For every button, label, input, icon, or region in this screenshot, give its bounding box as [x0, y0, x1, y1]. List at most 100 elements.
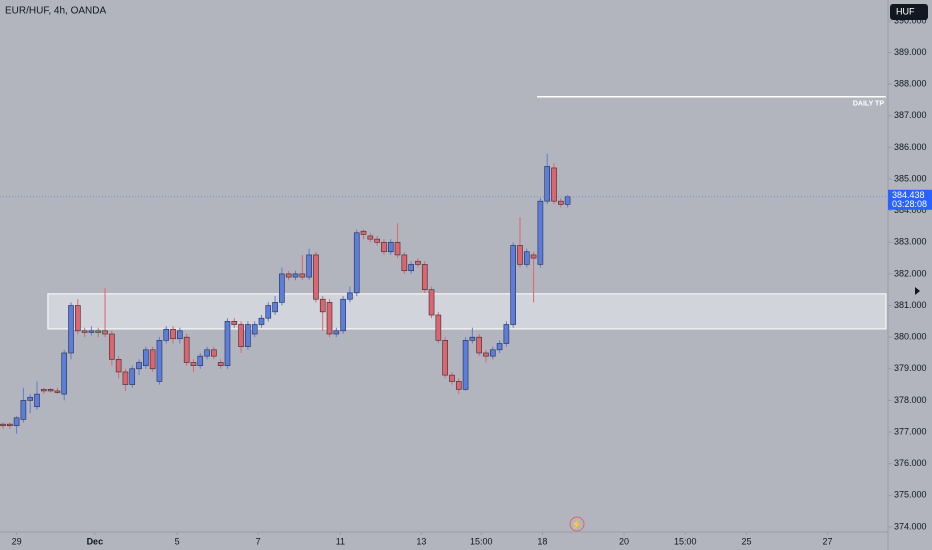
candle-body — [374, 238, 380, 243]
y-tick-label: 390.000 — [894, 15, 927, 25]
candle-body — [170, 328, 176, 340]
candle-body — [109, 333, 115, 360]
candle-body — [517, 245, 523, 265]
y-tick-label: 382.000 — [894, 268, 927, 278]
candle-body — [387, 241, 394, 253]
candle-body — [306, 254, 312, 278]
candle-body — [95, 330, 102, 333]
price-axis — [888, 0, 932, 550]
events-icon-glyph[interactable]: ⚡ — [571, 518, 582, 530]
candle-body — [61, 352, 68, 395]
candle-body — [435, 314, 442, 341]
currency-button[interactable] — [890, 4, 928, 20]
candle-body — [211, 349, 217, 357]
candle-body — [177, 330, 183, 340]
y-tick-label: 384.000 — [894, 205, 927, 215]
scroll-arrow[interactable] — [915, 287, 920, 295]
x-tick-label: 15:00 — [674, 536, 697, 546]
candle-body — [285, 273, 292, 278]
candle-body — [197, 355, 204, 366]
candle-body — [551, 167, 557, 202]
candle-body — [564, 196, 571, 205]
candle-body — [224, 321, 231, 366]
candle-body — [115, 359, 122, 373]
candle-body — [204, 349, 210, 357]
candle-body — [245, 324, 251, 347]
candle-body — [47, 389, 54, 392]
candle-body — [442, 340, 448, 376]
candle-body — [183, 336, 190, 363]
events-icon[interactable] — [569, 516, 585, 532]
candle-body — [75, 305, 81, 332]
candle-body — [143, 349, 149, 366]
candle-body — [156, 340, 163, 382]
x-tick-label: 20 — [619, 536, 629, 546]
x-tick-label: 15:00 — [470, 536, 493, 546]
candle-body — [557, 200, 564, 205]
candle-body — [279, 273, 285, 303]
tp-label: DAILY TP — [853, 101, 884, 108]
candle-body — [6, 423, 13, 427]
x-tick-label: 18 — [537, 536, 547, 546]
y-tick-label: 386.000 — [894, 142, 927, 152]
candle-body — [408, 264, 414, 272]
candle-body — [401, 254, 408, 272]
last-price-box — [888, 189, 932, 210]
candle-body — [217, 362, 224, 366]
y-tick-label: 377.000 — [894, 426, 927, 436]
x-tick-label: 25 — [741, 536, 751, 546]
candle-body — [360, 230, 367, 235]
y-tick-label: 376.000 — [894, 458, 927, 468]
candle-body — [265, 305, 272, 319]
candle-body — [340, 298, 346, 332]
candle-body — [462, 340, 469, 390]
candle-body — [381, 241, 387, 253]
candle-body — [190, 362, 197, 366]
candle-body — [415, 260, 421, 265]
candle-body — [523, 251, 530, 265]
candle-body — [20, 400, 27, 420]
candle-body — [394, 241, 401, 256]
candle-body — [27, 396, 34, 401]
candle-body — [449, 374, 455, 382]
candle-body — [272, 302, 278, 313]
candle-body — [421, 264, 428, 291]
candle-body — [530, 254, 537, 259]
candle-body — [367, 235, 374, 240]
candle-body — [326, 302, 333, 335]
currency-label[interactable]: HUF — [896, 6, 915, 16]
x-tick-label: 11 — [336, 536, 345, 546]
candle-body — [496, 343, 503, 351]
candle-body — [88, 330, 95, 333]
y-tick-label: 389.000 — [894, 47, 927, 57]
candle-body — [483, 352, 489, 357]
y-tick-label: 380.000 — [894, 332, 927, 342]
candle-body — [0, 423, 6, 427]
candle-body — [34, 393, 40, 408]
x-tick-label: 29 — [12, 536, 22, 546]
candle-body — [163, 328, 170, 341]
x-tick-label: 13 — [416, 536, 426, 546]
y-tick-label: 378.000 — [894, 395, 927, 405]
candle-body — [455, 381, 462, 390]
x-tick-label: Dec — [87, 536, 104, 546]
candle-body — [251, 324, 258, 335]
zone-box — [47, 293, 887, 330]
countdown-label: 03:28:08 — [892, 199, 927, 209]
candle-body — [510, 245, 516, 325]
candle-body — [54, 390, 61, 393]
chart-title: EUR/HUF, 4h, OANDA — [5, 6, 106, 17]
candle-body — [353, 232, 360, 294]
candle-body — [68, 305, 74, 354]
last-price-label: 384.438 — [892, 190, 925, 200]
candle-body — [292, 273, 299, 278]
candle-body — [258, 317, 265, 325]
candle-body — [347, 292, 353, 300]
candle-body — [319, 298, 326, 313]
y-tick-label: 385.000 — [894, 173, 927, 183]
candle-body — [428, 289, 435, 316]
candle-body — [81, 330, 88, 333]
candle-body — [13, 417, 20, 427]
